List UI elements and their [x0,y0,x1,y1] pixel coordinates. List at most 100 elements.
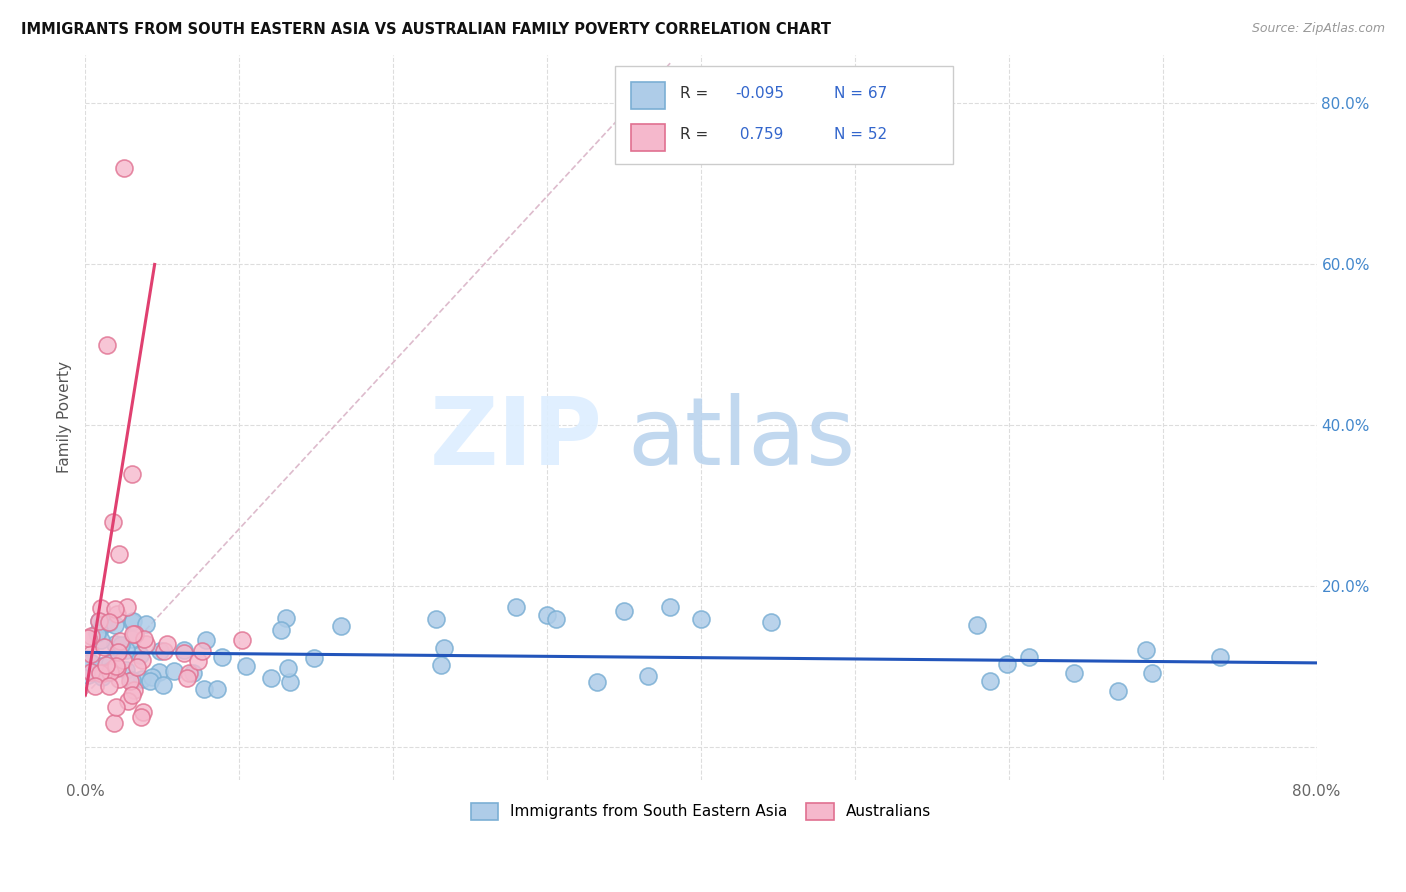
Point [91,670,114,684]
Point [148,665,170,679]
Point [97,664,120,678]
Point [231,632,253,647]
Point [98,615,121,629]
Point [108,640,131,655]
Point [103,662,125,676]
Point [235,658,257,673]
Bar [631,82,665,110]
Point [108,672,131,686]
Point [104,637,127,651]
Point [87,624,110,638]
Point [613,603,636,617]
Text: N = 52: N = 52 [834,128,887,143]
Point [152,644,174,658]
Point [80,665,103,679]
Point [586,675,609,690]
Point [1209,649,1232,664]
Point [1135,643,1157,657]
Point [966,618,988,632]
Text: R =: R = [681,128,713,143]
Point [1107,683,1129,698]
Point [114,664,136,678]
Point [194,632,217,647]
Legend: Immigrants from South Eastern Asia, Australians: Immigrants from South Eastern Asia, Aust… [464,797,938,826]
Point [89,614,111,628]
Point [90,633,112,648]
Text: ZIP: ZIP [430,393,602,485]
Point [105,607,128,621]
Point [141,670,163,684]
Point [111,653,134,667]
Point [112,161,135,175]
Text: IMMIGRANTS FROM SOUTH EASTERN ASIA VS AUSTRALIAN FAMILY POVERTY CORRELATION CHAR: IMMIGRANTS FROM SOUTH EASTERN ASIA VS AU… [21,22,831,37]
Point [87,614,110,628]
Point [260,671,283,685]
Point [120,673,142,688]
Text: N = 67: N = 67 [834,86,887,101]
Bar [631,124,665,151]
Point [1018,650,1040,665]
Point [302,651,325,665]
Point [173,646,195,660]
Point [105,659,128,673]
Point [93,640,115,654]
Point [104,700,127,714]
Text: atlas: atlas [627,393,855,485]
Point [505,599,527,614]
Y-axis label: Family Poverty: Family Poverty [58,361,72,474]
Point [278,675,301,690]
Point [89,666,111,681]
Point [98,665,121,680]
Text: Source: ZipAtlas.com: Source: ZipAtlas.com [1251,22,1385,36]
Point [79,655,101,669]
Point [115,599,138,614]
FancyBboxPatch shape [614,66,953,164]
Text: R =: R = [681,86,713,101]
Point [277,661,299,675]
Point [176,671,198,685]
Point [121,615,143,629]
Point [1140,666,1163,681]
Point [179,666,201,681]
Point [1063,665,1085,680]
Point [97,615,120,630]
Point [329,619,352,633]
Point [181,665,204,680]
Point [115,642,138,657]
Point [90,659,112,673]
Point [430,658,453,673]
Point [759,615,782,629]
Point [121,673,143,687]
Point [77,631,100,645]
Point [173,643,195,657]
Point [121,467,143,481]
Point [163,664,186,678]
Point [110,638,132,652]
Point [80,647,103,661]
Point [132,705,155,719]
Point [149,644,172,658]
Point [84,679,107,693]
Point [124,627,146,641]
Point [152,678,174,692]
Point [131,710,153,724]
Point [103,716,125,731]
Point [103,618,125,632]
Point [131,653,153,667]
Point [995,657,1018,671]
Point [101,515,124,529]
Point [97,679,120,693]
Point [659,599,682,614]
Point [122,626,145,640]
Point [132,632,155,647]
Point [105,661,128,675]
Point [544,612,567,626]
Point [536,607,558,622]
Point [107,645,129,659]
Point [104,602,127,616]
Point [690,612,713,626]
Point [187,654,209,668]
Point [117,694,139,708]
Point [108,547,131,561]
Point [637,669,659,683]
